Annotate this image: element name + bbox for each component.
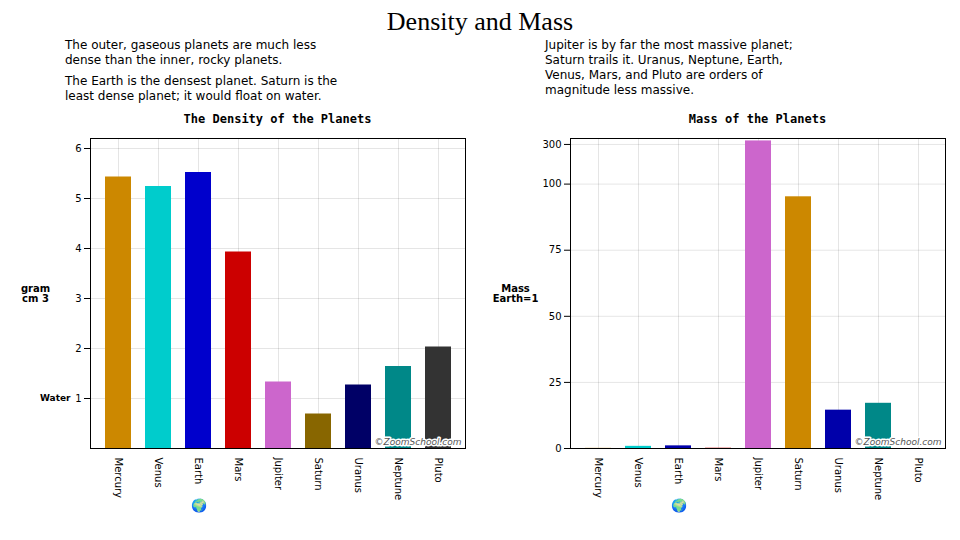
svg-text:4: 4 [75,243,81,254]
svg-text:©ZoomSchool.com: ©ZoomSchool.com [375,437,462,447]
svg-text:6: 6 [75,143,81,154]
svg-text:🌍: 🌍 [671,498,687,513]
svg-text:Venus: Venus [633,458,644,488]
svg-text:MassEarth=1: MassEarth=1 [493,283,539,304]
svg-text:0: 0 [555,443,561,454]
svg-text:gramcm 3: gramcm 3 [21,283,50,304]
svg-text:Earth: Earth [673,458,684,485]
svg-text:Saturn: Saturn [793,458,804,491]
html-text:The outer, gaseous planets are: The outer, gaseous planets are much less… [65,38,317,67]
svg-text:Mars: Mars [233,458,244,482]
svg-text:25: 25 [549,377,562,388]
html-text:Mass of the Planets: Mass of the Planets [688,112,827,126]
html-text:Density and Mass: Density and Mass [386,7,574,36]
svg-text:50: 50 [549,311,562,322]
svg-text:300: 300 [542,139,561,150]
svg-text:Water: Water [40,393,71,403]
svg-text:🌍: 🌍 [191,498,207,513]
svg-text:Saturn: Saturn [313,458,324,491]
svg-text:Mercury: Mercury [593,458,604,499]
svg-text:Jupiter: Jupiter [273,457,284,491]
svg-text:Earth: Earth [193,458,204,485]
svg-text:3: 3 [75,293,81,304]
svg-text:Venus: Venus [153,458,164,488]
html-text:The Earth is the densest plane: The Earth is the densest planet. Saturn … [65,74,338,103]
svg-text:2: 2 [75,343,81,354]
svg-text:Mercury: Mercury [113,458,124,499]
svg-text:Neptune: Neptune [393,458,404,501]
svg-text:Mars: Mars [713,458,724,482]
svg-text:100: 100 [542,178,561,189]
svg-text:Pluto: Pluto [433,458,444,483]
svg-text:©ZoomSchool.com: ©ZoomSchool.com [855,437,942,447]
svg-text:5: 5 [75,193,81,204]
svg-text:Uranus: Uranus [833,458,844,493]
svg-text:Uranus: Uranus [353,458,364,493]
svg-text:Pluto: Pluto [913,458,924,483]
svg-text:1: 1 [75,393,81,404]
svg-text:Jupiter: Jupiter [753,457,764,491]
html-text:The Density of the Planets: The Density of the Planets [183,112,372,126]
svg-text:75: 75 [549,244,562,255]
svg-text:Neptune: Neptune [873,458,884,501]
html-text:Jupiter is by far the most mas: Jupiter is by far the most massive plane… [545,38,793,97]
